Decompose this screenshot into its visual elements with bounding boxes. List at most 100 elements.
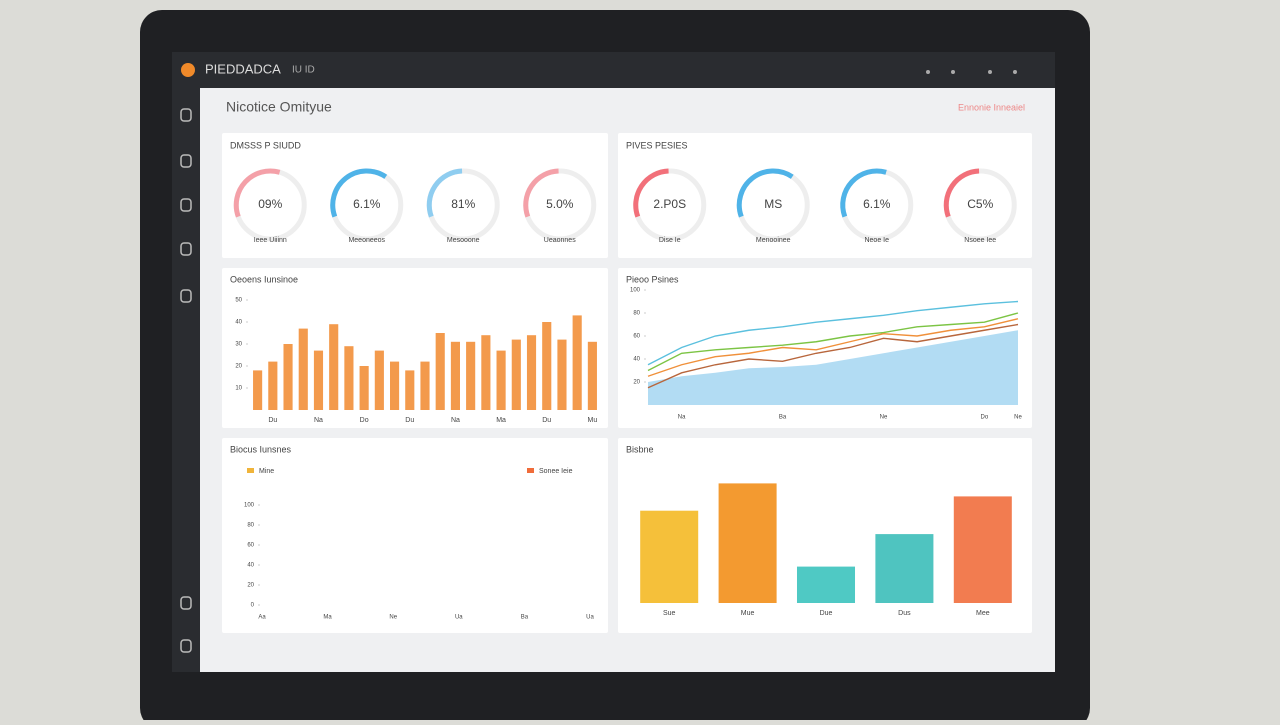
y-tick-label: 80 <box>633 311 640 317</box>
nav-icon[interactable] <box>180 639 192 653</box>
x-tick-label: Na <box>678 415 686 421</box>
line <box>647 300 1019 366</box>
y-tick-label: 20 <box>633 380 640 386</box>
y-tick-label: 100 <box>244 503 255 509</box>
gauge-arc <box>330 168 388 218</box>
gauge-value: 6.1% <box>353 197 381 211</box>
y-tick-label: 10 <box>235 386 242 392</box>
y-tick-label: 40 <box>235 320 242 326</box>
panel-title: PIVES PESIES <box>626 140 688 150</box>
gauge-value: MS <box>764 197 782 211</box>
bar <box>587 341 597 410</box>
app-name: PIEDDADCA <box>205 61 281 76</box>
nav-icon[interactable] <box>180 154 192 168</box>
gauge-arc <box>943 168 980 218</box>
card <box>222 438 608 633</box>
y-tick-label: 60 <box>633 334 640 340</box>
gauge-label: Meeoneeos <box>348 237 385 244</box>
bar <box>329 324 339 410</box>
x-tick-label: Ne <box>1014 415 1022 421</box>
gauge-value: 09% <box>258 197 282 211</box>
card <box>618 133 1032 258</box>
x-tick-label: Ma <box>496 417 506 424</box>
y-tick-label: 40 <box>633 357 640 363</box>
panel-title: DMSSS P SIUDD <box>230 140 301 150</box>
nav-icon[interactable] <box>180 242 192 256</box>
legend-swatch <box>247 468 254 473</box>
x-tick-label: Do <box>981 415 989 421</box>
gauge-arc <box>426 168 463 218</box>
bar <box>344 346 354 410</box>
gauge-label: Menooinee <box>756 237 791 244</box>
bar <box>359 366 369 410</box>
area <box>648 330 1018 405</box>
bar <box>640 510 699 603</box>
gauge-label: Nsoee Iee <box>964 237 996 244</box>
x-tick-label: Ne <box>389 615 397 621</box>
x-tick-label: Ua <box>586 615 594 621</box>
bar <box>420 361 430 410</box>
bar <box>435 333 445 410</box>
gauge-value: 6.1% <box>863 197 891 211</box>
nav-icon[interactable] <box>180 108 192 122</box>
card <box>222 133 608 258</box>
gauge-arc <box>840 168 887 218</box>
line <box>647 318 1019 377</box>
x-tick-label: Ne <box>880 415 888 421</box>
window-controls <box>926 70 1017 74</box>
control[interactable] <box>951 70 955 74</box>
bar <box>405 370 415 410</box>
gauge-label: Ieee Uiiinn <box>254 237 287 244</box>
bar <box>450 341 460 410</box>
x-tick-label: Du <box>405 417 414 424</box>
y-tick-label: 30 <box>235 342 242 348</box>
nav-icon[interactable] <box>180 198 192 212</box>
gauge-value: 2.P0S <box>653 197 686 211</box>
app-menu[interactable]: IU ID <box>292 65 315 76</box>
sidebar-icons <box>180 108 192 653</box>
chart-title: Bisbne <box>626 444 654 454</box>
bar <box>572 315 582 410</box>
bar <box>298 328 308 410</box>
control[interactable] <box>926 70 930 74</box>
bar <box>253 370 263 410</box>
y-tick-label: 50 <box>235 298 242 304</box>
control[interactable] <box>1013 70 1017 74</box>
bar <box>796 566 856 603</box>
bar <box>390 361 400 410</box>
chart-title: Pieoo Psines <box>626 274 679 284</box>
control[interactable] <box>988 70 992 74</box>
x-tick-label: Du <box>268 417 277 424</box>
bar <box>313 350 324 410</box>
x-tick-label: Mue <box>741 610 755 617</box>
gauge-value: 5.0% <box>546 197 574 211</box>
legend-swatch <box>527 468 534 473</box>
x-tick-label: Aa <box>258 615 266 621</box>
gauge-arc <box>233 168 281 218</box>
x-tick-label: Ma <box>323 615 332 621</box>
bar <box>718 483 777 603</box>
chart-title: Biocus Iunsnes <box>230 444 292 454</box>
nav-icon[interactable] <box>180 289 192 303</box>
gauge-label: Mesooone <box>447 237 480 244</box>
bar <box>526 335 537 410</box>
gauge-arc <box>633 168 669 218</box>
gauge-value: 81% <box>451 197 475 211</box>
bar <box>511 339 521 410</box>
y-tick-label: 20 <box>235 364 242 370</box>
bar <box>496 350 506 410</box>
gauge-label: Dise Ie <box>659 237 681 244</box>
nav-icon[interactable] <box>180 596 192 610</box>
y-tick-label: 100 <box>630 288 641 294</box>
header-link[interactable]: Ennonie Inneaiel <box>958 102 1025 112</box>
y-tick-label: 60 <box>247 543 254 549</box>
bar <box>481 335 491 410</box>
y-tick-label: 80 <box>247 523 254 529</box>
x-tick-label: Ba <box>779 415 787 421</box>
legend-label: Sonee Ieie <box>539 468 573 475</box>
x-tick-label: Due <box>820 610 833 617</box>
line <box>647 323 1019 389</box>
y-tick-label: 40 <box>247 563 254 569</box>
